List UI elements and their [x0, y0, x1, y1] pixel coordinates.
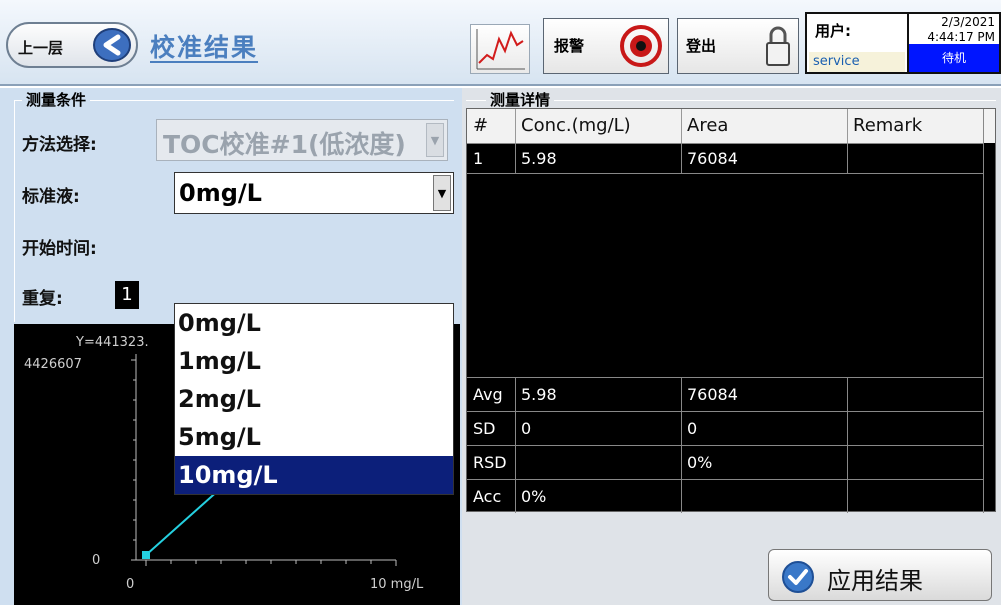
apply-results-label: 应用结果: [827, 567, 923, 595]
conditions-panel: 测量条件 方法选择: TOC校准#1(低浓度) ▼ 标准液: 0mg/L ▼ 开…: [0, 88, 462, 605]
stat-conc: 0: [521, 419, 532, 438]
logout-button-label: 登出: [686, 37, 717, 55]
alarm-icon: [620, 25, 662, 67]
dropdown-option[interactable]: 0mg/L: [178, 309, 261, 337]
page-title: 校准结果: [150, 33, 259, 62]
repeat-value[interactable]: 1: [115, 281, 139, 309]
col-header-conc: Conc.(mg/L): [521, 115, 631, 136]
col-header-index: #: [473, 115, 489, 136]
stat-area: 0%: [687, 453, 713, 472]
time-display: 4:44:17 PM: [927, 30, 995, 44]
details-table: # Conc.(mg/L) Area Remark 1 5.98 76084: [466, 108, 996, 513]
plot-y-zero-label: 0: [92, 553, 100, 568]
col-header-area: Area: [687, 115, 729, 136]
stat-label: RSD: [473, 453, 507, 472]
standard-label: 标准液:: [22, 187, 80, 207]
method-chevron-down-icon: ▼: [426, 123, 444, 157]
stat-label: Acc: [473, 487, 502, 506]
lock-icon: [766, 26, 790, 66]
date-display: 2/3/2021: [941, 15, 995, 29]
start-time-label: 开始时间:: [22, 239, 97, 259]
conditions-group-frame: [14, 100, 454, 322]
stat-conc: 0%: [521, 487, 547, 506]
method-select-value: TOC校准#1(低浓度): [163, 130, 406, 159]
stat-label: Avg: [473, 385, 503, 404]
method-label: 方法选择:: [22, 135, 97, 155]
plot-point: [142, 551, 150, 559]
dropdown-option[interactable]: 2mg/L: [178, 385, 261, 413]
conditions-group-title: 测量条件: [22, 89, 91, 110]
status-badge: 待机: [909, 44, 999, 72]
stat-area: 76084: [687, 385, 738, 404]
checkmark-icon: [782, 561, 814, 593]
alarm-button-label: 报警: [554, 37, 585, 55]
row-index: 1: [473, 149, 484, 168]
dropdown-option-selected[interactable]: 10mg/L: [175, 456, 453, 494]
dropdown-option[interactable]: 5mg/L: [178, 423, 261, 451]
back-arrow-icon: [93, 28, 131, 62]
repeat-label: 重复:: [22, 289, 63, 309]
back-button-label: 上一层: [18, 39, 64, 57]
user-name: service: [809, 52, 905, 72]
back-button[interactable]: 上一层: [6, 22, 138, 68]
table-header: # Conc.(mg/L) Area Remark: [467, 109, 995, 143]
logout-button[interactable]: 登出: [677, 18, 799, 74]
dropdown-option[interactable]: 1mg/L: [178, 347, 261, 375]
plot-y-top-label: 4426607: [24, 357, 82, 372]
details-group-frame: [466, 100, 996, 101]
plot-x-zero-label: 0: [126, 577, 134, 592]
trend-button[interactable]: [470, 24, 530, 74]
plot-x-max-label: 10 mg/L: [370, 577, 424, 592]
top-bar: 上一层 校准结果 报警 登出 用户: service 2/3/202: [0, 0, 1001, 86]
details-group-title: 测量详情: [486, 89, 555, 110]
standard-chevron-down-icon[interactable]: ▼: [433, 175, 451, 211]
trend-chart-icon: [476, 29, 525, 70]
user-label: 用户:: [815, 22, 851, 40]
details-panel: 测量详情 # Conc.(mg/L) Area Remark 1 5.98 76…: [462, 88, 1001, 605]
row-area: 76084: [687, 149, 738, 168]
standard-dropdown-list: 0mg/L 1mg/L 2mg/L 5mg/L 10mg/L: [174, 303, 454, 495]
col-header-remark: Remark: [853, 115, 923, 136]
standard-select-value: 0mg/L: [179, 179, 262, 207]
stat-label: SD: [473, 419, 496, 438]
method-select[interactable]: TOC校准#1(低浓度) ▼: [156, 119, 448, 161]
standard-select[interactable]: 0mg/L ▼: [174, 172, 454, 214]
apply-results-button[interactable]: 应用结果: [768, 549, 992, 601]
stat-area: 0: [687, 419, 698, 438]
alarm-button[interactable]: 报警: [543, 18, 669, 74]
user-box: 用户: service: [805, 12, 909, 74]
row-conc: 5.98: [521, 149, 557, 168]
plot-equation: Y=441323.: [75, 335, 149, 350]
clock-box: 2/3/2021 4:44:17 PM 待机: [909, 12, 1001, 74]
stat-conc: 5.98: [521, 385, 557, 404]
